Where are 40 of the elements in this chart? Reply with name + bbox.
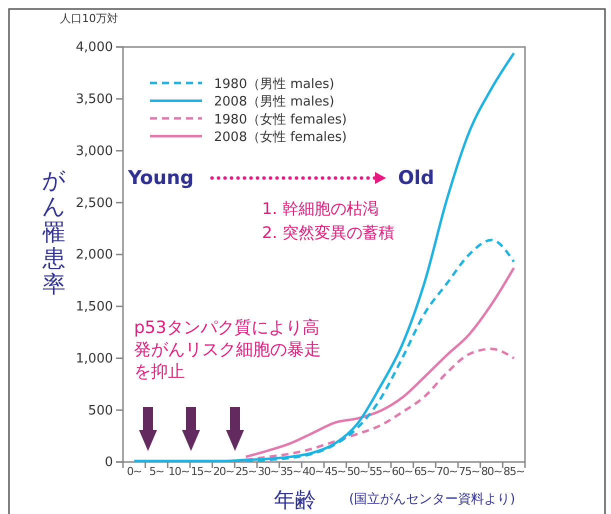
y-tick-label: 4,000 [76,40,113,56]
x-tick-label: 60~ [392,464,414,478]
x-tick-label: 45~ [324,464,346,478]
y-tick-label: 1,000 [76,351,113,366]
x-tick-label: 85~ [503,464,525,478]
x-tick-label: 55~ [369,464,391,478]
x-tick-label: 20~ [213,464,234,478]
x-tick-label: 40~ [302,464,324,478]
legend-label: 1980（男性 males) [214,77,334,92]
x-axis-title: 年齢 [274,488,316,512]
y-tick-label: 3,500 [76,92,113,108]
y-tick-label: 0 [104,455,113,470]
x-tick-label: 50~ [347,464,368,478]
legend-label: 2008（男性 males) [214,94,334,110]
text: (国立がんセンター資料より) [349,491,516,507]
y-axis-title: がん罹患率 [42,168,66,298]
x-tick-label: 10~ [168,464,190,478]
x-tick-label: 75~ [458,464,480,478]
legend-label: 1980（女性 females) [214,112,347,128]
y-tick-label: 3,000 [76,144,113,159]
x-tick-label: 65~ [414,464,436,478]
y-tick-label: 500 [88,403,113,418]
x-tick-label: 30~ [258,464,280,478]
x-tick-label: 70~ [436,464,458,478]
annotation: Young [127,167,194,189]
x-tick-label: 35~ [280,464,302,478]
legend-label: 2008（女性 females) [214,130,347,146]
annotation: 1. 幹細胞の枯渇 [262,199,378,218]
y-tick-label: 2,000 [76,248,113,263]
text: 人口10万対 [60,12,118,25]
annotation: Old [398,167,434,189]
annotation: p53タンパク質により高発がんリスク細胞の暴走を抑止 [134,318,321,382]
annotation: 2. 突然変異の蓄積 [262,223,394,242]
y-tick-label: 1,500 [76,300,113,315]
x-tick-label: 15~ [190,464,212,478]
x-tick-label: 25~ [235,464,257,478]
x-tick-label: 80~ [481,464,502,478]
y-tick-label: 2,500 [76,196,113,211]
x-tick-label: 0~ [126,464,142,478]
x-tick-label: 5~ [149,464,164,478]
